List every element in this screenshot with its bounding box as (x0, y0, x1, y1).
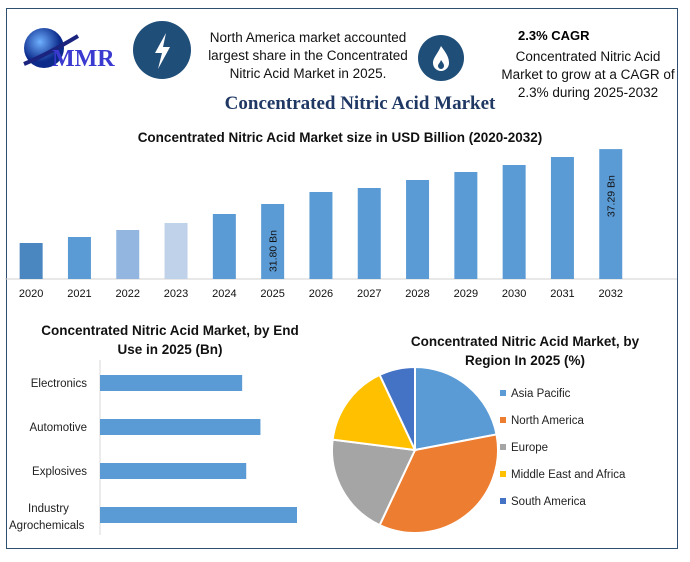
legend-label: North America (511, 415, 584, 427)
bolt-circle (133, 21, 191, 79)
bar-2025 (261, 204, 285, 279)
bar-2032 (599, 149, 623, 279)
x-tick-label: 2028 (405, 288, 429, 300)
bar-2020 (19, 243, 43, 279)
legend-swatch (500, 444, 506, 450)
bar-2021 (67, 237, 91, 279)
x-tick-label: 2026 (309, 288, 333, 300)
x-tick-label: 2025 (260, 288, 284, 300)
highlight-cagr: Concentrated Nitric Acid Market to grow … (501, 49, 675, 100)
bar-chart: 2020 2021 2022 2023 2024 2025 31.80 Bn 2026 2027… (5, 149, 677, 300)
pie-slice-middle-east-and-africa (331, 373, 417, 452)
pie-slice-asia-pacific (414, 365, 498, 452)
bar-automotive (100, 419, 261, 435)
bar-2029 (454, 172, 478, 279)
main-title: Concentrated Nitric Acid Market (224, 93, 496, 114)
pie-slice-north-america (378, 433, 499, 534)
x-tick-label: 2022 (116, 288, 140, 300)
pie-slice-europe (331, 438, 417, 527)
flame-circle (418, 35, 464, 81)
x-tick-label: 2021 (67, 288, 91, 300)
x-tick-label: 2027 (357, 288, 381, 300)
bar-2027 (357, 188, 381, 279)
bar-2028 (406, 180, 430, 279)
category-label: Agrochemicals (9, 520, 85, 532)
region-pie-chart: Asia Pacific North America Europe Middle Ea… (331, 365, 626, 534)
category-label: Automotive (29, 422, 87, 434)
bar-2030 (502, 165, 526, 279)
legend-label: Asia Pacific (511, 388, 571, 400)
mmr-logo: MMR (18, 24, 130, 74)
legend-swatch (500, 390, 506, 396)
data-label: 37.29 Bn (606, 175, 618, 217)
x-tick-label: 2024 (212, 288, 236, 300)
legend-label: Middle East and Africa (511, 469, 626, 481)
cagr-label: 2.3% CAGR (518, 28, 590, 43)
legend-swatch (500, 417, 506, 423)
highlight-north-america: North America market accounted largest s… (208, 30, 408, 81)
x-tick-label: 2030 (502, 288, 526, 300)
bar-chart-title: Concentrated Nitric Acid Market size in … (137, 130, 543, 145)
flame-icon (433, 46, 449, 71)
end-use-chart: Electronics Automotive Explosives Industry A… (9, 360, 297, 535)
legend-label: South America (511, 496, 586, 508)
data-label: 31.80 Bn (268, 230, 280, 272)
lightning-bolt-icon (155, 33, 170, 69)
legend-label: Europe (511, 442, 548, 454)
end-use-chart-title: Concentrated Nitric Acid Market, by End … (41, 323, 299, 357)
category-label: Explosives (32, 466, 87, 478)
logo-text: MMR (52, 46, 115, 72)
bar-2022 (116, 230, 140, 279)
legend-swatch (500, 498, 506, 504)
category-label: Industry (28, 503, 69, 515)
legend-swatch (500, 471, 506, 477)
x-tick-label: 2032 (599, 288, 623, 300)
x-tick-label: 2023 (164, 288, 188, 300)
pie-slice-south-america (378, 365, 416, 451)
bar-industry-agrochemicals (100, 507, 297, 523)
bar-2031 (550, 157, 574, 279)
x-tick-label: 2031 (550, 288, 574, 300)
x-tick-label: 2029 (454, 288, 478, 300)
region-chart-title: Concentrated Nitric Acid Market, by Regi… (410, 334, 640, 368)
bar-electronics (100, 375, 243, 391)
category-label: Electronics (31, 378, 87, 390)
x-tick-label: 2020 (19, 288, 43, 300)
bar-2024 (212, 214, 236, 279)
bar-2026 (309, 192, 333, 279)
globe-icon (23, 28, 80, 68)
bar-2023 (164, 223, 188, 279)
bar-explosives (100, 463, 247, 479)
